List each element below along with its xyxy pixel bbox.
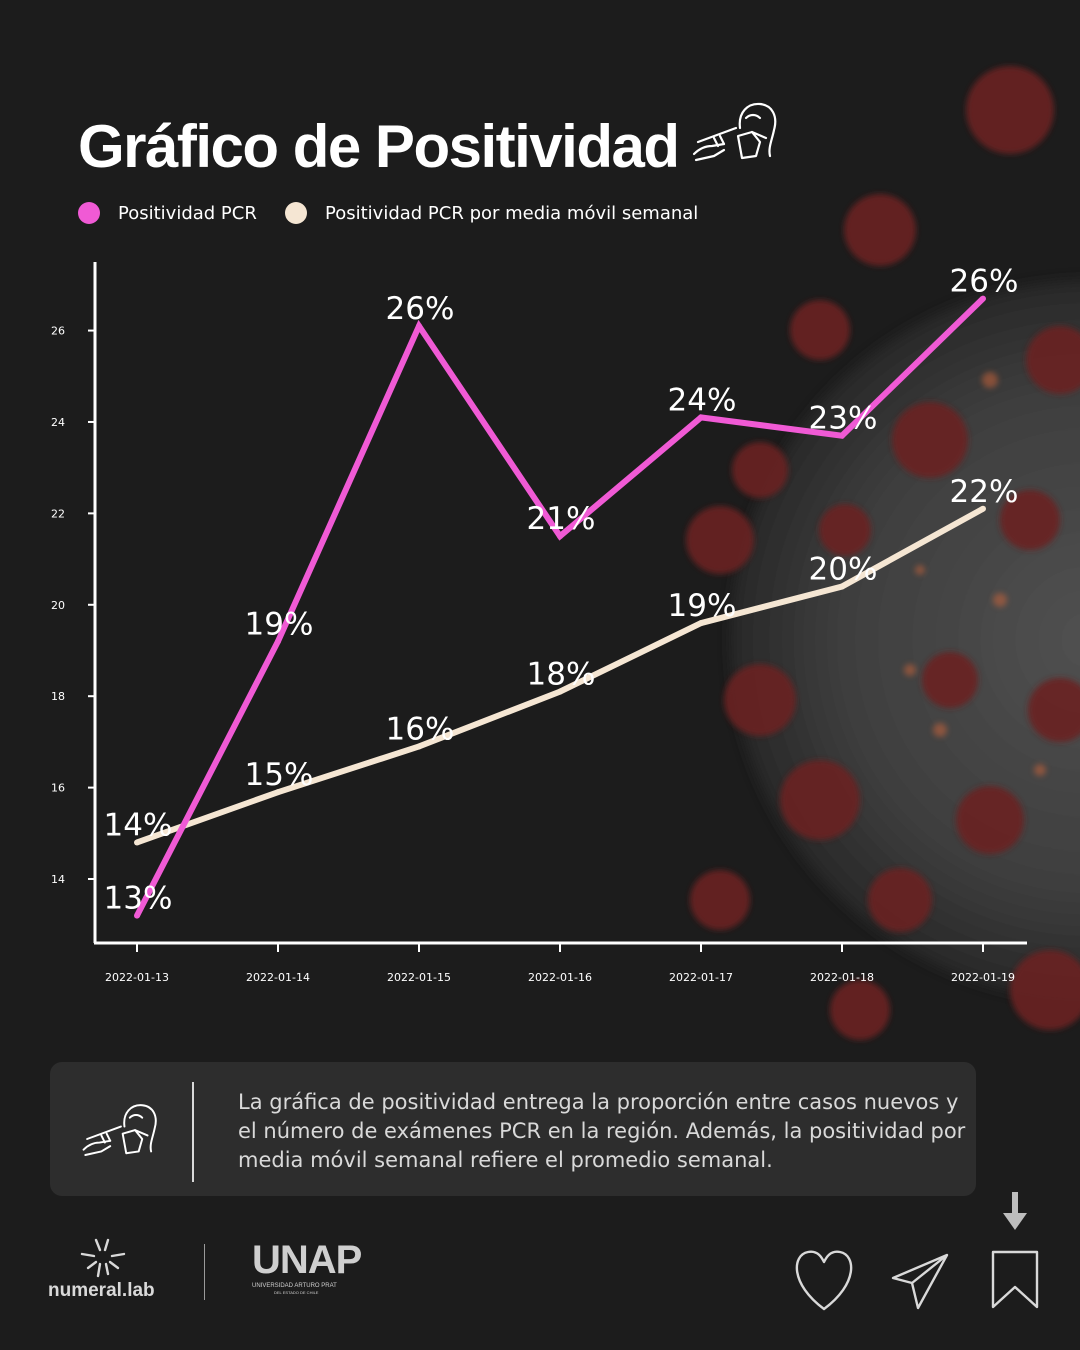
heart-icon[interactable] <box>795 1250 853 1311</box>
data-label: 23% <box>809 401 878 437</box>
y-tick-label: 16 <box>51 782 65 795</box>
y-tick-label: 14 <box>51 873 65 886</box>
data-label: 24% <box>668 382 737 418</box>
data-point <box>839 583 845 590</box>
data-label: 26% <box>950 264 1019 300</box>
data-point <box>698 620 704 627</box>
legend-label-moving-average: Positividad PCR por media móvil semanal <box>325 202 699 224</box>
unap-logo-subtitle-2: DEL ESTADO DE CHILE <box>274 1290 319 1295</box>
footer-divider <box>204 1244 205 1300</box>
legend-item-pcr: Positividad PCR <box>78 198 257 228</box>
data-label: 15% <box>245 757 314 793</box>
data-point <box>557 688 563 695</box>
y-tick-label: 26 <box>51 325 65 338</box>
data-point <box>275 789 281 796</box>
data-label: 22% <box>950 474 1019 510</box>
legend-dot-moving-average <box>285 202 307 224</box>
x-tick-label: 2022-01-17 <box>669 971 733 984</box>
page-title: Gráfico de Positividad <box>78 113 680 180</box>
legend-dot-pcr <box>78 202 100 224</box>
data-label: 19% <box>245 606 314 642</box>
y-tick-label: 24 <box>51 416 65 429</box>
data-point <box>416 743 422 750</box>
numeral-lab-mark-icon <box>80 1238 126 1278</box>
data-point <box>557 533 563 540</box>
data-point <box>980 505 986 512</box>
info-divider <box>192 1082 194 1182</box>
info-text: La gráfica de positividad entrega la pro… <box>238 1090 966 1172</box>
pcr-test-icon <box>82 1104 157 1156</box>
legend-item-moving-average: Positividad PCR por media móvil semanal <box>285 198 698 228</box>
bookmark-icon[interactable] <box>991 1250 1039 1309</box>
data-label: 20% <box>809 552 878 588</box>
pcr-test-icon <box>692 102 777 162</box>
data-label: 14% <box>104 807 173 843</box>
x-tick-label: 2022-01-16 <box>528 971 592 984</box>
data-label: 26% <box>386 291 455 327</box>
y-tick-label: 22 <box>51 507 65 520</box>
unap-logo: UNAP UNIVERSIDAD ARTURO PRAT DEL ESTADO … <box>252 1240 372 1304</box>
data-label: 13% <box>104 881 173 917</box>
data-label: 19% <box>668 588 737 624</box>
y-tick-label: 18 <box>51 690 65 703</box>
x-tick-label: 2022-01-15 <box>387 971 451 984</box>
data-point <box>698 414 704 421</box>
x-tick-label: 2022-01-19 <box>951 971 1015 984</box>
info-box: La gráfica de positividad entrega la pro… <box>50 1062 976 1196</box>
data-point <box>980 295 986 302</box>
data-point <box>275 638 281 645</box>
data-point <box>134 912 140 919</box>
paper-plane-icon[interactable] <box>891 1253 949 1310</box>
unap-logo-subtitle: UNIVERSIDAD ARTURO PRAT <box>252 1283 337 1289</box>
x-tick-label: 2022-01-18 <box>810 971 874 984</box>
x-tick-label: 2022-01-13 <box>105 971 169 984</box>
data-point <box>839 432 845 439</box>
x-tick-label: 2022-01-14 <box>246 971 310 984</box>
data-label: 18% <box>527 657 596 693</box>
data-point <box>416 322 422 329</box>
numeral-lab-logo: numeral.lab <box>48 1236 168 1306</box>
data-point <box>134 839 140 846</box>
data-label: 16% <box>386 711 455 747</box>
data-label: 21% <box>527 501 596 537</box>
unap-logo-text: UNAP <box>252 1238 362 1282</box>
y-tick-label: 20 <box>51 599 65 612</box>
numeral-lab-text: numeral.lab <box>48 1280 155 1301</box>
legend-label-pcr: Positividad PCR <box>118 202 257 224</box>
